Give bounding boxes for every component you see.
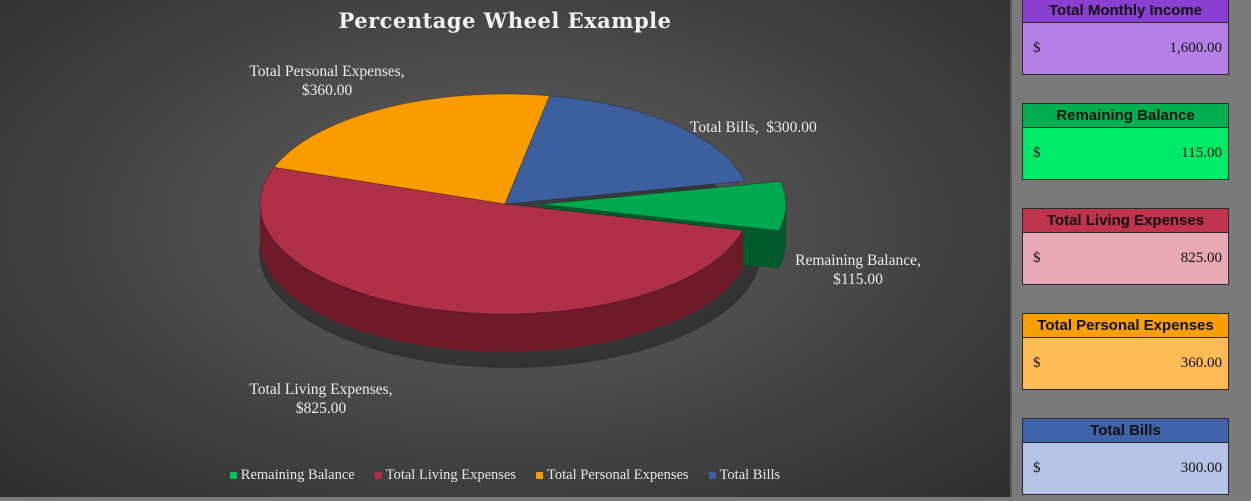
chart-legend: Remaining Balance Total Living Expenses … [0,467,1010,484]
legend-swatch [708,472,716,479]
legend-item-total-personal-expenses[interactable]: Total Personal Expenses [536,467,689,484]
card-title: Total Bills [1023,419,1228,443]
card-total-bills[interactable]: Total Bills $ 300.00 [1022,418,1229,495]
currency-symbol: $ [1033,145,1041,161]
card-title: Total Living Expenses [1023,209,1228,233]
card-body: $ 300.00 [1023,443,1228,494]
legend-label: Total Personal Expenses [547,467,689,483]
card-body: $ 360.00 [1023,338,1228,389]
legend-item-total-living-expenses[interactable]: Total Living Expenses [374,467,517,484]
card-title: Total Monthly Income [1023,0,1228,23]
pie-side-1 [260,204,743,352]
chart-area: Percentage Wheel Example Total Personal … [0,0,1012,497]
card-body: $ 115.00 [1023,128,1228,179]
summary-panel: Total Monthly Income $ 1,600.00 Remainin… [1012,0,1251,501]
legend-swatch [536,472,544,479]
data-label-bills: Total Bills, $300.00 [690,118,817,137]
data-label-personal: Total Personal Expenses, $360.00 [222,62,432,100]
data-label-remaining-name: Remaining Balance, [795,252,921,269]
pie-slice-total-personal-expenses[interactable] [273,93,551,205]
currency-symbol: $ [1033,460,1041,476]
currency-symbol: $ [1033,40,1041,56]
pie-slice-remaining-balance[interactable] [540,180,787,232]
amount-value: 115.00 [1181,145,1222,161]
data-label-personal-name: Total Personal Expenses, [249,63,405,80]
amount-value: 825.00 [1180,250,1222,266]
legend-swatch [229,472,237,479]
card-remaining-balance[interactable]: Remaining Balance $ 115.00 [1022,103,1229,180]
legend-label: Total Bills [719,467,781,483]
pie-slice-total-bills[interactable] [504,95,746,205]
legend-item-remaining-balance[interactable]: Remaining Balance [229,467,355,484]
pie-side-0 [778,204,786,269]
data-label-living-name: Total Living Expenses, [249,381,393,398]
card-body: $ 1,600.00 [1023,23,1228,74]
amount-value: 300.00 [1180,460,1222,476]
currency-symbol: $ [1033,355,1041,371]
amount-value: 1,600.00 [1169,40,1223,56]
amount-value: 360.00 [1180,355,1222,371]
data-label-bills-value: $300.00 [766,119,817,136]
card-title: Remaining Balance [1023,104,1228,128]
data-label-living-value: $825.00 [295,400,347,417]
legend-swatch [374,472,382,479]
data-label-living: Total Living Expenses, $825.00 [226,380,416,418]
card-total-personal-expenses[interactable]: Total Personal Expenses $ 360.00 [1022,313,1229,390]
pie-chart [259,93,787,368]
data-label-bills-name: Total Bills, [690,119,759,136]
card-total-living-expenses[interactable]: Total Living Expenses $ 825.00 [1022,208,1229,285]
data-label-remaining: Remaining Balance, $115.00 [783,251,933,289]
chart-title: Percentage Wheel Example [338,8,672,33]
legend-item-total-bills[interactable]: Total Bills [708,467,781,484]
legend-label: Total Living Expenses [385,467,517,483]
card-title: Total Personal Expenses [1023,314,1228,338]
pie-slice-total-living-expenses[interactable] [259,166,744,315]
legend-label: Remaining Balance [240,467,355,483]
currency-symbol: $ [1033,250,1041,266]
card-total-monthly-income[interactable]: Total Monthly Income $ 1,600.00 [1022,0,1229,75]
data-label-remaining-value: $115.00 [833,271,883,288]
data-label-personal-value: $360.00 [301,82,353,99]
card-body: $ 825.00 [1023,233,1228,284]
